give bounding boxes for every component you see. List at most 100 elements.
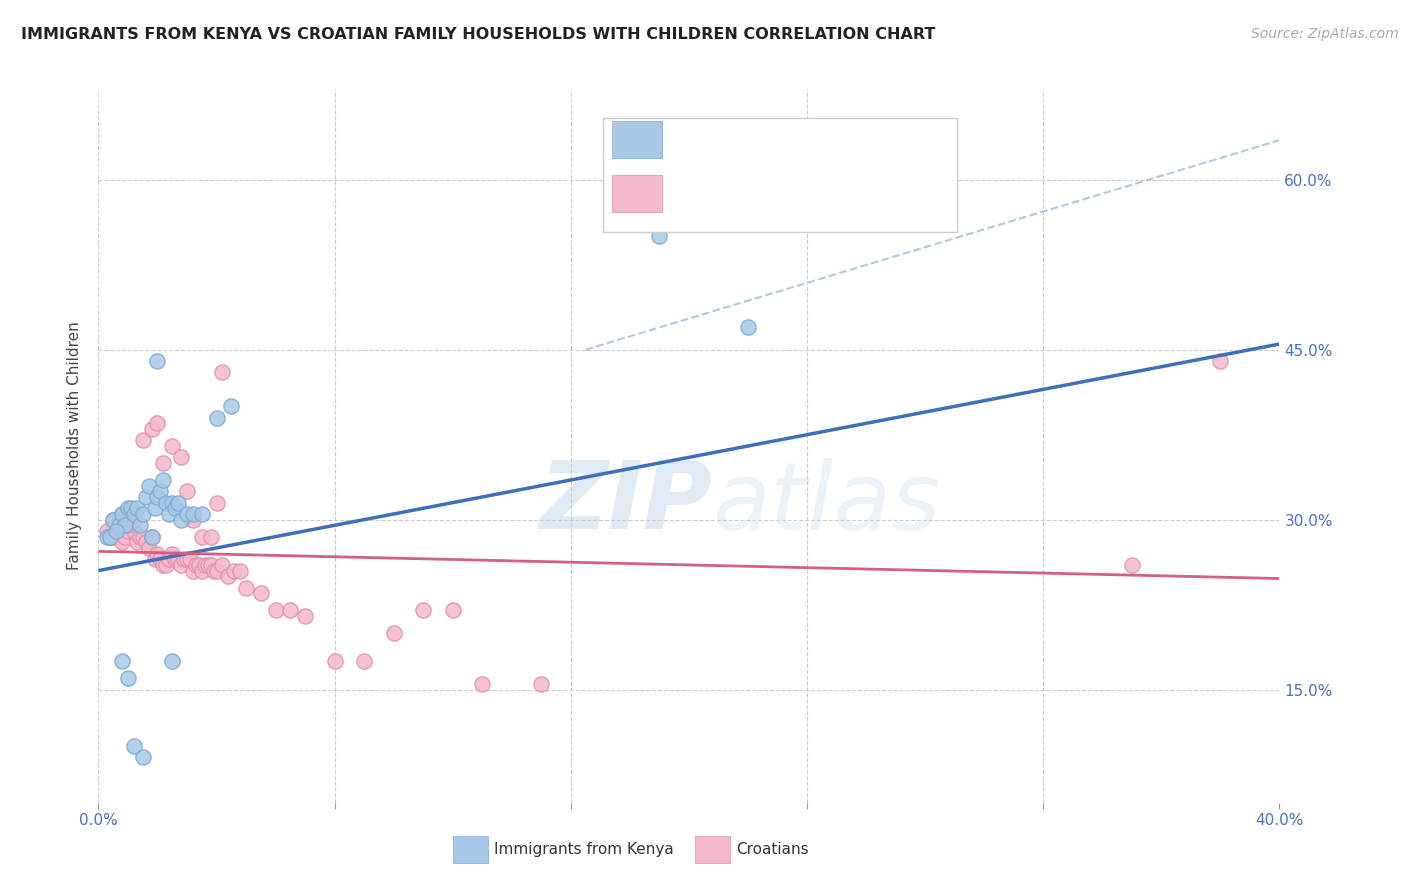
Point [181, 513, 204, 527]
Point [117, 501, 139, 516]
Text: R = -0.074   N = 72: R = -0.074 N = 72 [673, 178, 837, 196]
Point [294, 608, 316, 623]
Point [471, 677, 494, 691]
Point [132, 507, 155, 521]
Point [235, 581, 257, 595]
Point [117, 524, 139, 538]
Text: Immigrants from Kenya: Immigrants from Kenya [494, 842, 673, 857]
Point [96, 530, 118, 544]
Point [132, 530, 155, 544]
Point [149, 552, 172, 566]
Point [170, 513, 193, 527]
Point [122, 513, 145, 527]
Point [111, 654, 134, 668]
Point [98, 530, 121, 544]
Point [155, 495, 177, 509]
Point [117, 671, 139, 685]
Point [128, 518, 150, 533]
Point [194, 558, 217, 572]
Point [114, 518, 136, 533]
Point [111, 535, 134, 549]
Point [197, 558, 219, 572]
Bar [603, 118, 957, 232]
Bar [695, 837, 730, 863]
Point [173, 552, 195, 566]
Point [122, 739, 145, 754]
Point [152, 473, 174, 487]
Point [146, 547, 169, 561]
Point [179, 552, 201, 566]
Point [211, 365, 233, 379]
Point [229, 564, 252, 578]
Point [103, 530, 125, 544]
Point [353, 654, 375, 668]
Point [105, 524, 128, 538]
Point [184, 558, 207, 572]
Point [155, 558, 177, 572]
Point [205, 564, 228, 578]
Point [250, 586, 273, 600]
Point [122, 524, 145, 538]
Text: IMMIGRANTS FROM KENYA VS CROATIAN FAMILY HOUSEHOLDS WITH CHILDREN CORRELATION CH: IMMIGRANTS FROM KENYA VS CROATIAN FAMILY… [21, 27, 935, 42]
Bar [612, 121, 662, 159]
Point [382, 626, 405, 640]
Point [132, 750, 155, 764]
Bar [453, 837, 488, 863]
Point [323, 654, 346, 668]
Point [125, 501, 148, 516]
Point [135, 490, 157, 504]
Point [224, 564, 246, 578]
Point [132, 434, 155, 448]
Point [138, 541, 160, 555]
Point [108, 518, 131, 533]
Point [1121, 558, 1143, 572]
Point [737, 320, 759, 334]
Point [170, 450, 193, 465]
Point [648, 229, 671, 244]
Text: ZIP: ZIP [540, 457, 713, 549]
Point [205, 495, 228, 509]
Point [162, 495, 183, 509]
Text: Croatians: Croatians [737, 842, 808, 857]
Point [217, 569, 239, 583]
Point [176, 484, 198, 499]
Point [167, 552, 190, 566]
Point [157, 552, 180, 566]
Point [103, 513, 125, 527]
Point [114, 530, 136, 544]
Point [149, 484, 172, 499]
Bar [612, 175, 662, 212]
Point [176, 552, 198, 566]
Point [152, 456, 174, 470]
Text: atlas: atlas [713, 458, 941, 549]
Point [200, 558, 222, 572]
Point [146, 354, 169, 368]
Text: Source: ZipAtlas.com: Source: ZipAtlas.com [1251, 27, 1399, 41]
Point [176, 507, 198, 521]
Point [141, 530, 163, 544]
Point [181, 564, 204, 578]
Point [200, 530, 222, 544]
Point [219, 400, 242, 414]
Point [211, 558, 233, 572]
Point [120, 513, 142, 527]
Point [162, 439, 183, 453]
Point [165, 552, 187, 566]
Point [191, 564, 214, 578]
Point [122, 507, 145, 521]
Point [98, 530, 121, 544]
Point [162, 654, 183, 668]
Point [120, 501, 142, 516]
Point [143, 501, 166, 516]
Point [191, 530, 214, 544]
Point [108, 518, 131, 533]
Point [187, 558, 209, 572]
Point [191, 507, 214, 521]
Point [138, 478, 160, 492]
Point [1209, 354, 1232, 368]
Point [264, 603, 287, 617]
Point [111, 507, 134, 521]
Point [157, 507, 180, 521]
Point [441, 603, 464, 617]
Point [117, 518, 139, 533]
